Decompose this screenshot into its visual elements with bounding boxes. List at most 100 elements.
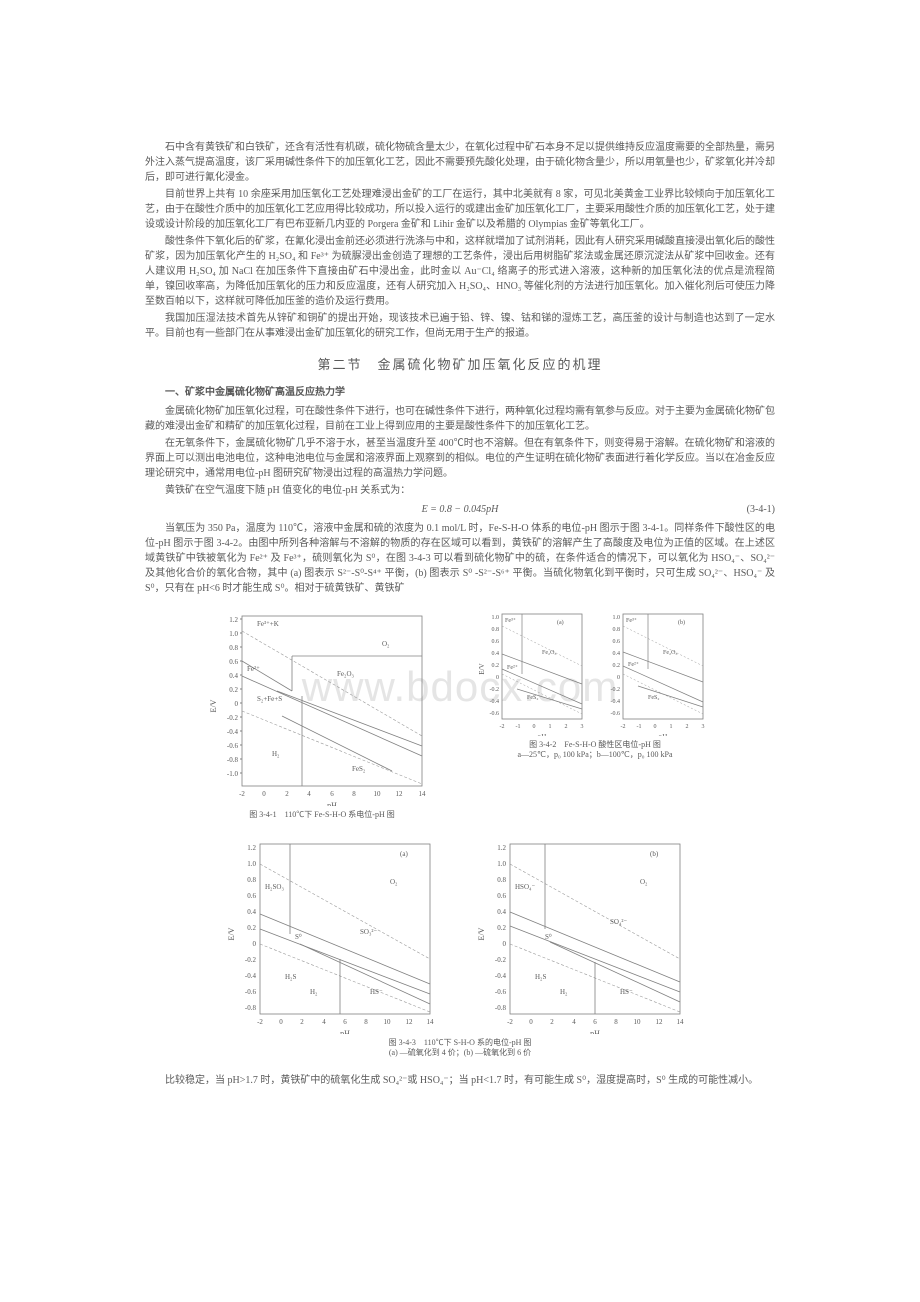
svg-text:0.4: 0.4 <box>247 908 256 916</box>
svg-text:1.2: 1.2 <box>229 616 238 624</box>
svg-text:-2: -2 <box>500 724 505 730</box>
svg-text:(a): (a) <box>557 619 564 626</box>
svg-text:6: 6 <box>330 790 334 798</box>
svg-text:0.4: 0.4 <box>229 672 238 680</box>
svg-text:(b): (b) <box>678 619 685 626</box>
svg-text:O₂: O₂ <box>640 878 648 886</box>
svg-text:1.0: 1.0 <box>229 630 238 638</box>
svg-text:10: 10 <box>634 1018 642 1026</box>
svg-text:8: 8 <box>614 1018 618 1026</box>
svg-text:H₂: H₂ <box>272 750 280 758</box>
svg-text:-0.2: -0.2 <box>227 714 239 722</box>
svg-text:O₂: O₂ <box>382 640 390 648</box>
svg-text:12: 12 <box>396 790 404 798</box>
figure-3-4-3: 1.2 1.0 0.8 0.6 0.4 0.2 0 -0.2 -0.4 -0.6… <box>225 834 695 1059</box>
svg-text:10: 10 <box>384 1018 392 1026</box>
svg-text:FeS₂: FeS₂ <box>527 695 538 701</box>
svg-text:0: 0 <box>279 1018 283 1026</box>
svg-text:14: 14 <box>419 790 427 798</box>
svg-text:0.2: 0.2 <box>247 924 256 932</box>
svg-text:0: 0 <box>533 724 536 730</box>
caption-3-4-2: 图 3-4-2 Fe-S-H-O 酸性区电位-pH 图 a—25℃，p₀ 100… <box>517 740 672 761</box>
svg-text:-0.8: -0.8 <box>495 1004 507 1012</box>
svg-text:-0.6: -0.6 <box>245 988 257 996</box>
svg-text:HSO₄⁻: HSO₄⁻ <box>515 883 535 891</box>
svg-text:Fe²⁺: Fe²⁺ <box>628 661 639 668</box>
svg-text:HS⁻: HS⁻ <box>620 988 633 996</box>
svg-text:0.6: 0.6 <box>229 658 238 666</box>
svg-text:-0.4: -0.4 <box>245 972 257 980</box>
figure-row-1: 1.2 1.0 0.8 0.6 0.4 0.2 0 -0.2 -0.4 -0.6… <box>145 606 775 820</box>
svg-text:S⁰: S⁰ <box>545 933 552 941</box>
svg-text:0.8: 0.8 <box>497 876 506 884</box>
svg-text:-0.8: -0.8 <box>227 756 239 764</box>
section-title: 第二节 金属硫化物矿加压氧化反应的机理 <box>145 355 775 375</box>
svg-text:0: 0 <box>617 675 620 681</box>
svg-text:-0.8: -0.8 <box>245 1004 257 1012</box>
svg-text:0: 0 <box>253 940 257 948</box>
svg-text:-0.2: -0.2 <box>490 687 500 693</box>
svg-text:6: 6 <box>593 1018 597 1026</box>
svg-text:0.6: 0.6 <box>247 892 256 900</box>
svg-text:Fe³⁺: Fe³⁺ <box>626 617 637 624</box>
svg-text:0: 0 <box>654 724 657 730</box>
para-8: 当氧压为 350 Pa，温度为 110℃，溶液中金属和硫的浓度为 0.1 mol… <box>145 521 775 596</box>
svg-text:pH: pH <box>590 1029 600 1034</box>
svg-text:O₂: O₂ <box>390 878 398 886</box>
svg-text:1.0: 1.0 <box>247 860 256 868</box>
svg-text:6: 6 <box>343 1018 347 1026</box>
svg-text:0.6: 0.6 <box>492 639 500 645</box>
svg-text:Fe₂O₃: Fe₂O₃ <box>663 650 678 656</box>
svg-text:-1: -1 <box>516 724 521 730</box>
svg-text:H₂: H₂ <box>310 988 318 996</box>
svg-text:2: 2 <box>285 790 289 798</box>
svg-text:0.6: 0.6 <box>497 892 506 900</box>
figure-3-4-1: 1.2 1.0 0.8 0.6 0.4 0.2 0 -0.2 -0.4 -0.6… <box>207 606 437 820</box>
svg-text:pH: pH <box>659 733 668 736</box>
para-6: 在无氧条件下，金属硫化物矿几乎不溶于水，甚至当温度升至 400℃时也不溶解。但在… <box>145 436 775 481</box>
chart-3-4-3a: 1.2 1.0 0.8 0.6 0.4 0.2 0 -0.2 -0.4 -0.6… <box>225 834 445 1034</box>
svg-text:FeS₂: FeS₂ <box>648 695 659 701</box>
svg-text:-0.4: -0.4 <box>227 728 239 736</box>
svg-text:H₂S: H₂S <box>285 973 296 981</box>
svg-text:-0.2: -0.2 <box>611 687 621 693</box>
svg-text:0.4: 0.4 <box>613 651 621 657</box>
svg-text:E/V: E/V <box>478 663 486 674</box>
figure-3-4-2: 1.0 0.8 0.6 0.4 0.2 0 -0.2 -0.4 -0.6 -2-… <box>477 606 713 820</box>
para-7: 黄铁矿在空气温度下随 pH 值变化的电位-pH 关系式为： <box>145 483 775 498</box>
svg-text:-2: -2 <box>239 790 245 798</box>
svg-text:-0.2: -0.2 <box>495 956 507 964</box>
svg-text:Fe²⁺: Fe²⁺ <box>247 665 260 673</box>
figures-area: 1.2 1.0 0.8 0.6 0.4 0.2 0 -0.2 -0.4 -0.6… <box>145 606 775 1088</box>
svg-text:-0.6: -0.6 <box>611 711 621 717</box>
para-5: 金属硫化物矿加压氧化过程，可在酸性条件下进行，也可在碱性条件下进行，两种氧化过程… <box>145 404 775 434</box>
chart-3-4-2a: 1.0 0.8 0.6 0.4 0.2 0 -0.2 -0.4 -0.6 -2-… <box>477 606 592 736</box>
svg-text:0.2: 0.2 <box>613 663 621 669</box>
svg-text:-0.2: -0.2 <box>245 956 257 964</box>
svg-text:0: 0 <box>262 790 266 798</box>
svg-text:2: 2 <box>550 1018 554 1026</box>
caption-3-4-1: 图 3-4-1 110℃下 Fe-S-H-O 系电位-pH 图 <box>249 810 394 820</box>
svg-text:1.0: 1.0 <box>492 615 500 621</box>
svg-text:Fe³⁺: Fe³⁺ <box>505 617 516 624</box>
svg-text:0.4: 0.4 <box>492 651 500 657</box>
svg-text:pH: pH <box>538 733 547 736</box>
svg-text:10: 10 <box>374 790 382 798</box>
svg-text:-1.0: -1.0 <box>227 770 239 778</box>
svg-text:Fe₂O₃: Fe₂O₃ <box>337 670 354 678</box>
svg-text:Fe²⁺: Fe²⁺ <box>507 664 518 671</box>
svg-text:14: 14 <box>427 1018 435 1026</box>
figure-row-2: 1.2 1.0 0.8 0.6 0.4 0.2 0 -0.2 -0.4 -0.6… <box>145 834 775 1059</box>
svg-text:-0.4: -0.4 <box>495 972 507 980</box>
svg-text:4: 4 <box>322 1018 326 1026</box>
svg-text:H₂S: H₂S <box>535 973 546 981</box>
svg-text:4: 4 <box>572 1018 576 1026</box>
svg-text:0.8: 0.8 <box>247 876 256 884</box>
svg-text:0: 0 <box>496 675 499 681</box>
svg-text:1: 1 <box>549 724 552 730</box>
svg-text:1: 1 <box>670 724 673 730</box>
svg-text:-2: -2 <box>507 1018 513 1026</box>
svg-text:H₂SO₃: H₂SO₃ <box>265 883 284 891</box>
svg-text:-0.6: -0.6 <box>495 988 507 996</box>
svg-text:12: 12 <box>656 1018 664 1026</box>
